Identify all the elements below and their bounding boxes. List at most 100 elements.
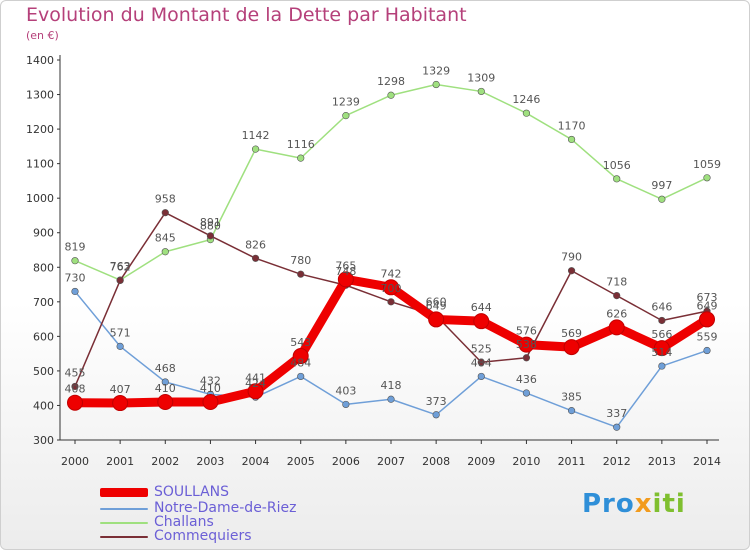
data-label: 765: [335, 259, 356, 272]
y-tick-label: 800: [33, 261, 54, 274]
legend-item-notre-dame-de-riez: Notre-Dame-de-Riez: [100, 501, 296, 516]
data-point: [251, 254, 260, 262]
x-tick-label: 2003: [196, 455, 224, 468]
data-point: [161, 248, 169, 256]
data-label: 484: [471, 356, 492, 369]
y-tick-label: 1200: [26, 123, 54, 136]
data-label: 424: [245, 377, 266, 390]
data-label: 408: [65, 383, 86, 396]
data-label: 626: [606, 307, 627, 320]
x-tick-label: 2007: [377, 455, 405, 468]
logo-part: Pro: [582, 489, 635, 519]
series-line-challans: [74, 83, 708, 281]
legend-swatch: [100, 507, 148, 510]
data-point: [387, 395, 395, 403]
data-label: 730: [65, 271, 86, 284]
data-point: [71, 382, 79, 391]
data-label: 660: [426, 296, 447, 309]
data-point: [658, 316, 666, 325]
data-point: [518, 336, 535, 353]
data-label: 410: [200, 382, 221, 395]
data-point: [658, 195, 666, 203]
data-point: [703, 174, 711, 182]
data-label: 1246: [512, 93, 540, 106]
data-label: 845: [155, 232, 176, 245]
data-point: [567, 135, 576, 144]
data-point: [292, 348, 309, 365]
data-label: 880: [200, 220, 221, 233]
data-label: 1142: [242, 129, 270, 142]
y-tick-label: 900: [33, 227, 54, 240]
data-label: 1059: [693, 158, 721, 171]
data-label: 819: [65, 241, 86, 254]
data-point: [522, 109, 531, 117]
data-label: 1298: [377, 75, 405, 88]
data-label: 649: [426, 299, 447, 312]
x-tick-label: 2004: [242, 455, 270, 468]
data-point: [112, 395, 129, 412]
data-label: 1116: [287, 138, 315, 151]
data-label: 576: [516, 325, 537, 338]
data-label: 644: [471, 301, 492, 314]
data-label: 484: [290, 356, 311, 369]
y-tick-label: 300: [33, 434, 54, 447]
data-point: [432, 411, 440, 419]
x-tick-label: 2000: [61, 455, 89, 468]
data-label: 790: [561, 251, 582, 264]
data-label: 763: [110, 260, 131, 273]
data-label: 385: [561, 391, 582, 404]
logo-part: x: [634, 489, 653, 519]
data-point: [383, 279, 399, 296]
data-label: 543: [290, 336, 311, 349]
data-label: 468: [155, 362, 176, 375]
data-point: [71, 257, 79, 265]
data-label: 780: [290, 254, 311, 267]
y-tick-label: 400: [33, 399, 54, 412]
data-point: [699, 311, 715, 328]
data-label: 559: [697, 331, 718, 344]
data-point: [608, 319, 625, 336]
x-tick-label: 2014: [693, 455, 721, 468]
data-label: 407: [110, 383, 131, 396]
data-point: [67, 394, 83, 411]
data-label: 525: [471, 342, 492, 355]
data-label: 410: [155, 382, 176, 395]
legend-label: Notre-Dame-de-Riez: [154, 500, 297, 516]
data-point: [658, 362, 666, 370]
y-tick-label: 1300: [26, 89, 54, 102]
data-point: [653, 340, 670, 357]
x-tick-label: 2002: [151, 455, 179, 468]
data-label: 373: [426, 395, 447, 408]
x-tick-label: 2009: [467, 455, 495, 468]
data-label: 1239: [332, 96, 360, 109]
data-label: 538: [516, 338, 537, 351]
legend-item-commequiers: Commequiers: [100, 529, 252, 544]
data-point: [477, 358, 485, 366]
data-label: 649: [697, 299, 718, 312]
data-point: [251, 145, 260, 153]
data-label: 1056: [603, 159, 631, 172]
data-label: 566: [651, 328, 672, 341]
y-tick-label: 1400: [26, 54, 54, 67]
data-label: 432: [200, 374, 221, 387]
data-label: 742: [381, 267, 402, 280]
data-point: [477, 372, 485, 381]
data-point: [613, 175, 621, 183]
data-label: 891: [200, 216, 221, 229]
data-label: 673: [697, 291, 718, 304]
data-point: [432, 80, 440, 89]
data-point: [161, 209, 169, 217]
data-label: 418: [381, 379, 402, 392]
data-point: [202, 394, 219, 410]
data-label: 455: [65, 366, 86, 379]
y-tick-label: 1000: [26, 192, 54, 205]
data-label: 337: [606, 407, 627, 420]
data-point: [297, 372, 305, 381]
data-point: [157, 394, 174, 410]
logo-part: iti: [652, 489, 686, 519]
data-label: 436: [516, 373, 537, 386]
data-point: [161, 378, 169, 386]
legend-swatch: [100, 521, 148, 524]
